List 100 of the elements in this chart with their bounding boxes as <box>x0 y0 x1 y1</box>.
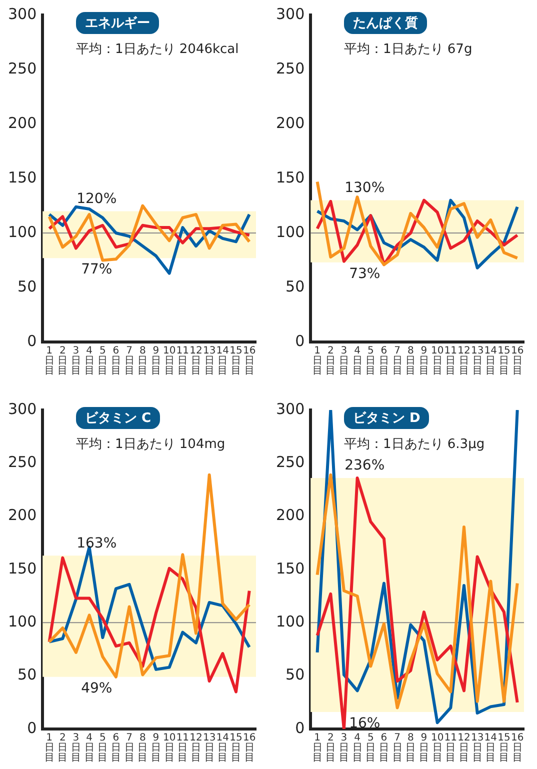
annotation: 77% <box>81 262 112 278</box>
x-tick-label: 8日目 <box>138 346 148 377</box>
text: 平均：1日あたり 2046kcal <box>76 41 239 58</box>
x-tick-label: 9日目 <box>418 346 429 377</box>
chart-title: ビタミン D <box>344 407 430 429</box>
x-tick-label: 5日目 <box>366 346 376 377</box>
x-tick-label: 11日目 <box>176 346 190 377</box>
x-tick-label: 12日目 <box>190 732 202 764</box>
x-tick-label: 4日目 <box>352 346 362 377</box>
x-tick-label: 4日目 <box>84 732 94 764</box>
x-tick-label: 10日目 <box>430 346 444 377</box>
x-tick-label: 12日目 <box>458 346 470 377</box>
y-tick-label: 300 <box>276 400 305 418</box>
y-tick-label: 150 <box>8 168 37 186</box>
text: 平均：1日あたり 67g <box>344 41 472 58</box>
y-tick-label: 150 <box>276 168 305 186</box>
x-tick-label: 6日目 <box>378 346 389 377</box>
y-tick-label: 100 <box>276 612 305 631</box>
y-tick-label: 50 <box>286 277 305 296</box>
x-tick-label: 7日目 <box>124 346 134 377</box>
annotation: 236% <box>344 458 385 474</box>
x-tick-label: 15日目 <box>230 732 242 764</box>
x-tick-label: 6日目 <box>378 732 389 764</box>
x-tick-label: 8日目 <box>406 732 416 764</box>
x-tick-label: 12日目 <box>190 346 202 377</box>
x-tick-label: 10日目 <box>162 346 176 377</box>
x-tick-label: 1日目 <box>44 346 54 377</box>
x-tick-label: 5日目 <box>366 732 376 764</box>
x-tick-label: 5日目 <box>98 732 108 764</box>
x-tick-label: 14日目 <box>484 346 498 377</box>
x-tick-label: 2日目 <box>58 346 68 377</box>
x-tick-label: 14日目 <box>216 732 230 764</box>
x-tick-label: 16日目 <box>242 732 256 764</box>
x-tick-label: 9日目 <box>418 732 429 764</box>
x-tick-label: 10日目 <box>162 732 176 764</box>
x-tick-label: 15日目 <box>498 732 510 764</box>
y-tick-label: 50 <box>18 666 37 684</box>
x-tick-label: 13日目 <box>202 732 216 764</box>
x-tick-label: 6日目 <box>110 732 121 764</box>
annotation: 16% <box>349 716 380 732</box>
x-tick-label: 14日目 <box>216 346 230 377</box>
y-tick-label: 250 <box>8 59 37 78</box>
y-tick-label: 50 <box>18 277 37 296</box>
text: 平均：1日あたり 6.3μg <box>344 436 485 453</box>
y-tick-label: 0 <box>27 718 37 737</box>
x-tick-label: 3日目 <box>338 732 349 764</box>
y-tick-label: 100 <box>276 222 305 241</box>
x-tick-label: 7日目 <box>392 346 402 377</box>
x-tick-label: 1日目 <box>312 346 322 377</box>
x-tick-label: 14日目 <box>484 732 498 764</box>
x-tick-label: 3日目 <box>70 346 81 377</box>
x-tick-label: 8日目 <box>138 732 148 764</box>
x-tick-label: 5日目 <box>98 346 108 377</box>
y-tick-label: 150 <box>8 559 37 578</box>
y-tick-label: 200 <box>276 114 305 132</box>
x-tick-label: 11日目 <box>444 346 458 377</box>
x-tick-label: 16日目 <box>242 346 256 377</box>
annotation: 49% <box>81 680 112 697</box>
chart-title: ビタミン C <box>76 407 160 429</box>
x-tick-label: 15日目 <box>230 346 242 377</box>
y-tick-label: 0 <box>27 332 37 350</box>
x-tick-label: 1日目 <box>44 732 54 764</box>
x-tick-label: 2日目 <box>326 346 336 377</box>
x-tick-label: 4日目 <box>352 732 362 764</box>
y-tick-label: 100 <box>8 222 37 241</box>
y-tick-label: 300 <box>8 400 37 418</box>
x-tick-label: 3日目 <box>70 732 81 764</box>
annotation: 130% <box>344 180 385 196</box>
y-tick-label: 0 <box>295 332 305 350</box>
x-tick-label: 10日目 <box>430 732 444 764</box>
x-tick-label: 13日目 <box>470 732 484 764</box>
chart-title: たんぱく質 <box>344 12 427 34</box>
y-tick-label: 150 <box>276 559 305 578</box>
y-tick-label: 300 <box>8 4 37 23</box>
y-tick-label: 200 <box>276 506 305 524</box>
y-tick-label: 200 <box>8 506 37 524</box>
y-tick-label: 250 <box>276 453 305 472</box>
x-tick-label: 16日目 <box>510 346 524 377</box>
text: 平均：1日あたり 104mg <box>76 436 226 453</box>
x-tick-label: 6日目 <box>110 346 121 377</box>
y-tick-label: 200 <box>8 114 37 132</box>
x-tick-label: 13日目 <box>202 346 216 377</box>
y-tick-label: 100 <box>8 612 37 631</box>
x-tick-label: 7日目 <box>392 732 402 764</box>
y-tick-label: 50 <box>286 666 305 684</box>
x-tick-label: 9日目 <box>150 346 161 377</box>
x-tick-label: 2日目 <box>58 732 68 764</box>
y-tick-label: 300 <box>276 4 305 23</box>
x-tick-label: 1日目 <box>312 732 322 764</box>
y-tick-label: 0 <box>295 718 305 737</box>
annotation: 73% <box>349 266 380 282</box>
x-tick-label: 12日目 <box>458 732 470 764</box>
x-tick-label: 13日目 <box>470 346 484 377</box>
annotation: 163% <box>76 535 117 552</box>
x-tick-label: 8日目 <box>406 346 416 377</box>
x-tick-label: 2日目 <box>326 732 336 764</box>
y-tick-label: 250 <box>276 59 305 78</box>
x-tick-label: 16日目 <box>510 732 524 764</box>
x-tick-label: 11日目 <box>176 732 190 764</box>
y-tick-label: 250 <box>8 453 37 472</box>
